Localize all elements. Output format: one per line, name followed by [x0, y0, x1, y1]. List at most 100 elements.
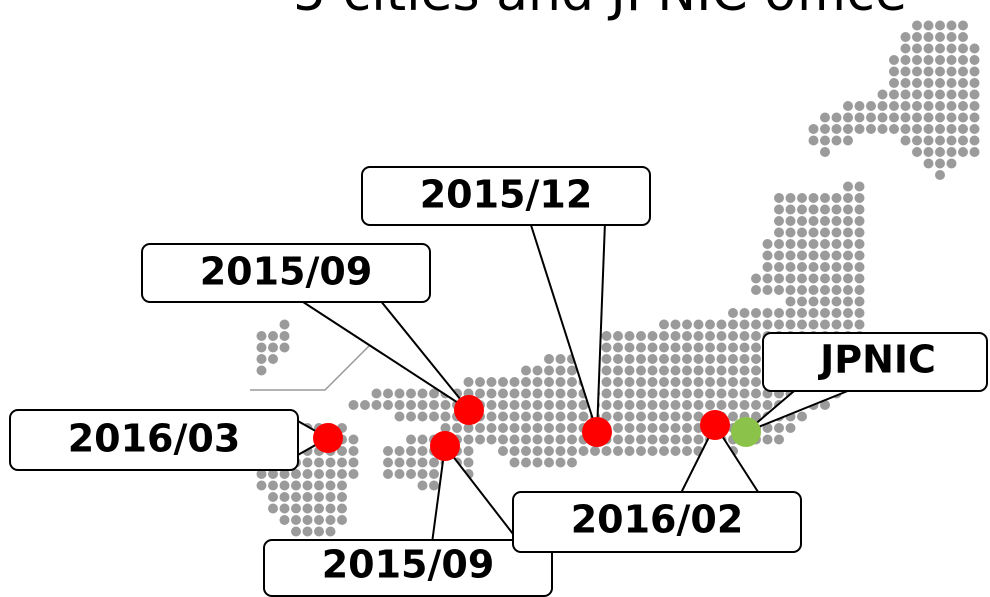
map-dot — [716, 365, 727, 376]
map-dot — [739, 365, 750, 376]
map-dot — [682, 411, 692, 422]
map-dot — [256, 365, 267, 376]
map-dot — [935, 43, 945, 54]
map-dot — [900, 124, 911, 134]
map-dot — [739, 331, 750, 341]
map-dot — [670, 446, 681, 456]
map-dot — [854, 216, 865, 226]
map-dot — [417, 469, 428, 479]
map-dot — [808, 250, 819, 261]
map-dot — [544, 388, 554, 399]
map-dot — [371, 388, 382, 399]
map-dot — [659, 342, 669, 353]
map-dot — [820, 319, 830, 330]
map-dot — [498, 411, 508, 422]
map-dot — [670, 365, 681, 376]
map-dot — [751, 285, 761, 295]
map-dot — [900, 89, 911, 100]
map-dot — [912, 135, 922, 146]
map-dot — [728, 388, 738, 399]
map-dot — [463, 457, 474, 468]
map-dot — [578, 400, 589, 410]
map-dot — [808, 216, 819, 226]
map-dot — [647, 446, 658, 456]
map-dot — [417, 411, 428, 422]
callout-label: JPNIC — [817, 338, 936, 382]
map-dot — [291, 492, 301, 502]
map-dot — [831, 250, 842, 261]
map-dot — [268, 354, 278, 364]
map-dot — [406, 446, 416, 456]
map-dot — [923, 147, 934, 157]
map-dot — [624, 446, 635, 456]
map-dot — [820, 216, 830, 226]
map-dot — [486, 377, 497, 387]
map-dot — [475, 388, 485, 399]
map-dot — [532, 365, 543, 376]
map-dot — [578, 446, 589, 456]
map-dot — [567, 457, 577, 468]
map-dot — [659, 423, 669, 433]
map-dot — [613, 411, 623, 422]
map-dot — [486, 400, 497, 410]
map-dot — [728, 319, 738, 330]
map-dot — [348, 400, 359, 410]
map-dot — [279, 480, 290, 491]
map-dot — [843, 262, 853, 272]
map-dot — [256, 342, 267, 353]
map-dot — [337, 469, 347, 479]
map-dot — [624, 365, 635, 376]
map-dot — [774, 319, 784, 330]
map-dot — [486, 411, 497, 422]
map-dot — [693, 342, 704, 353]
map-dot — [739, 354, 750, 364]
inset-line — [250, 344, 371, 391]
map-dot — [958, 101, 968, 111]
map-dot — [555, 388, 566, 399]
map-dot — [705, 331, 715, 341]
map-dot — [797, 319, 807, 330]
map-dot — [820, 135, 830, 146]
map-dot — [843, 204, 853, 215]
map-dot — [693, 377, 704, 387]
map-dot — [831, 112, 842, 123]
map-dot — [601, 365, 612, 376]
map-dot — [843, 296, 853, 307]
map-dot — [567, 434, 577, 445]
map-dot — [521, 365, 531, 376]
map-dot — [843, 250, 853, 261]
map-dot — [843, 285, 853, 295]
map-dot — [647, 423, 658, 433]
map-dot — [785, 227, 796, 238]
map-dot — [417, 400, 428, 410]
map-dot — [521, 457, 531, 468]
map-dot — [498, 423, 508, 433]
map-dot — [636, 434, 646, 445]
map-dot — [808, 124, 819, 134]
map-dot — [429, 457, 439, 468]
map-dot — [406, 411, 416, 422]
map-dot — [544, 446, 554, 456]
map-dot — [785, 239, 796, 249]
map-dot — [682, 423, 692, 433]
map-dot — [394, 457, 405, 468]
map-dot — [751, 319, 761, 330]
map-dot — [820, 193, 830, 203]
map-dot — [900, 135, 911, 146]
map-dot — [854, 112, 865, 123]
map-dot — [613, 365, 623, 376]
map-dot — [900, 78, 911, 88]
map-dot — [521, 388, 531, 399]
map-dot — [279, 503, 290, 514]
map-dot — [429, 469, 439, 479]
map-dot — [567, 400, 577, 410]
map-dot — [567, 411, 577, 422]
map-dot — [659, 331, 669, 341]
map-dot — [774, 285, 784, 295]
map-dot — [820, 308, 830, 318]
map-dot — [647, 377, 658, 387]
map-dot — [797, 308, 807, 318]
map-dot — [935, 101, 945, 111]
map-dot — [923, 124, 934, 134]
map-dot — [279, 515, 290, 525]
